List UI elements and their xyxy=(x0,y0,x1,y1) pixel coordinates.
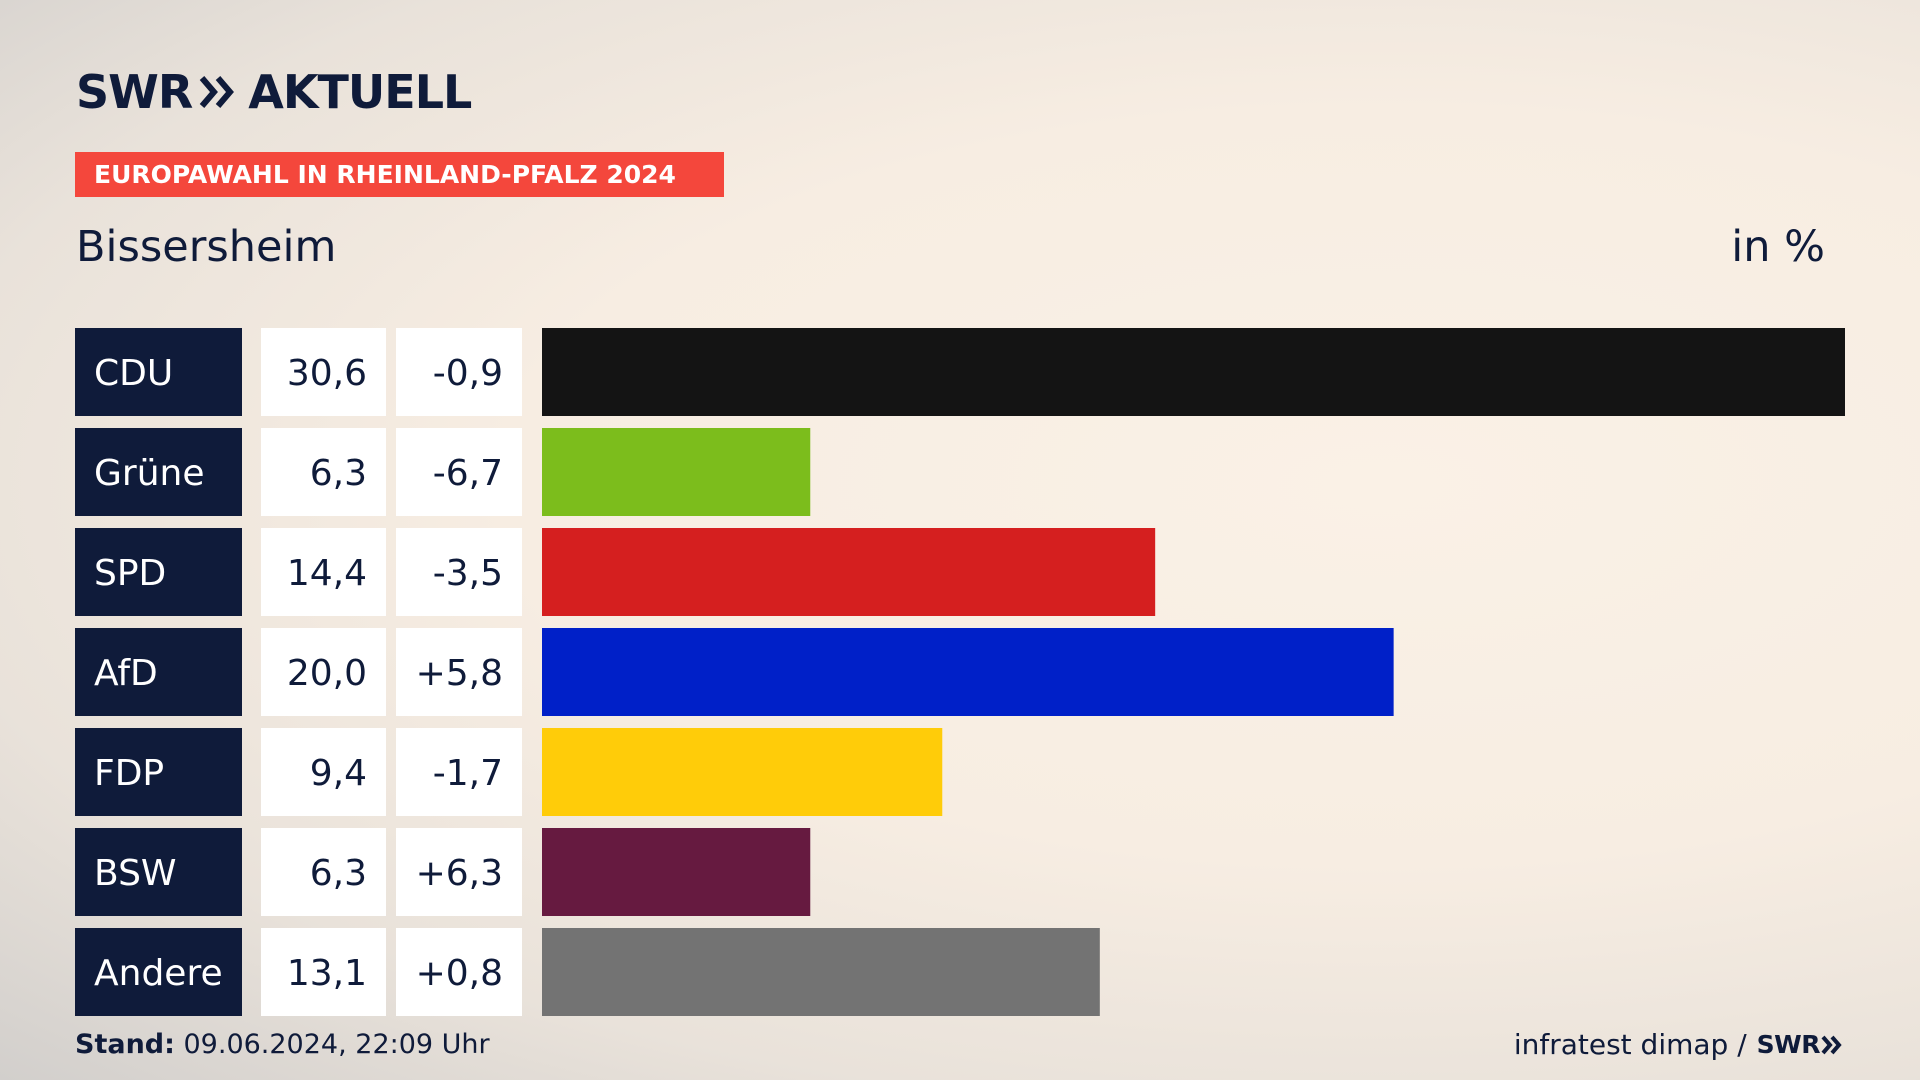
chart-row: CDU 30,6 -0,9 xyxy=(75,328,1845,416)
value-label: 13,1 xyxy=(287,953,367,994)
party-label: SPD xyxy=(94,553,166,594)
swr-aktuell-logo: SWR AKTUELL xyxy=(76,64,472,120)
stand-label: Stand: xyxy=(75,1029,175,1060)
value-label: 14,4 xyxy=(287,553,367,594)
bar xyxy=(542,328,1845,416)
bar xyxy=(542,428,811,516)
bar xyxy=(542,528,1156,616)
value-label: 6,3 xyxy=(310,853,367,894)
party-label-box xyxy=(75,428,242,516)
value-box xyxy=(261,728,386,816)
small-double-chevron-icon xyxy=(1821,1035,1842,1054)
party-label-box xyxy=(75,928,242,1016)
party-label-box xyxy=(75,528,242,616)
swr-small-logo: SWR xyxy=(1757,1030,1844,1059)
change-label: +0,8 xyxy=(416,953,503,994)
bar xyxy=(542,628,1394,716)
change-label: -6,7 xyxy=(433,453,503,494)
change-box xyxy=(396,528,522,616)
value-label: 30,6 xyxy=(287,353,367,394)
change-label: +6,3 xyxy=(416,853,503,894)
chart-row: Grüne 6,3 -6,7 xyxy=(75,428,811,516)
party-label-box xyxy=(75,728,242,816)
unit-label: in % xyxy=(1731,222,1825,272)
place-title: Bissersheim xyxy=(76,222,337,272)
bar xyxy=(542,828,811,916)
party-label: Andere xyxy=(94,953,223,994)
value-box xyxy=(261,928,386,1016)
change-box xyxy=(396,628,522,716)
party-label: Grüne xyxy=(94,453,204,494)
value-label: 6,3 xyxy=(310,453,367,494)
party-label-box xyxy=(75,828,242,916)
party-label-box xyxy=(75,628,242,716)
stand-value: 09.06.2024, 22:09 Uhr xyxy=(174,1029,490,1060)
change-label: -3,5 xyxy=(433,553,503,594)
party-label: CDU xyxy=(94,353,173,394)
party-label-box xyxy=(75,328,242,416)
change-box xyxy=(396,928,522,1016)
change-box xyxy=(396,828,522,916)
party-label: BSW xyxy=(94,853,177,894)
section-text: AKTUELL xyxy=(248,65,472,119)
chart-row: Andere 13,1 +0,8 xyxy=(75,928,1100,1016)
source-brand: SWR xyxy=(1756,1030,1821,1059)
value-label: 20,0 xyxy=(287,653,367,694)
chart-row: AfD 20,0 +5,8 xyxy=(75,628,1394,716)
bar xyxy=(542,928,1100,1016)
source-text: infratest dimap / xyxy=(1513,1028,1747,1061)
brand-text: SWR xyxy=(76,65,193,119)
double-chevron-icon xyxy=(198,74,238,110)
chart-row: FDP 9,4 -1,7 xyxy=(75,728,943,816)
party-label: AfD xyxy=(94,653,158,694)
chart-row: BSW 6,3 +6,3 xyxy=(75,828,811,916)
change-box xyxy=(396,428,522,516)
change-label: +5,8 xyxy=(416,653,503,694)
source-credit: infratest dimap / SWR xyxy=(1514,1028,1844,1061)
change-box xyxy=(396,728,522,816)
value-label: 9,4 xyxy=(310,753,367,794)
value-box xyxy=(261,328,386,416)
change-label: -1,7 xyxy=(433,753,503,794)
change-box xyxy=(396,328,522,416)
election-banner: EUROPAWAHL IN RHEINLAND-PFALZ 2024 xyxy=(75,152,724,197)
value-box xyxy=(261,428,386,516)
change-label: -0,9 xyxy=(433,353,503,394)
value-box xyxy=(261,828,386,916)
value-box xyxy=(261,528,386,616)
bar xyxy=(542,728,943,816)
value-box xyxy=(261,628,386,716)
timestamp: Stand: 09.06.2024, 22:09 Uhr xyxy=(75,1029,490,1060)
chart-row: SPD 14,4 -3,5 xyxy=(75,528,1156,616)
party-label: FDP xyxy=(94,753,164,794)
